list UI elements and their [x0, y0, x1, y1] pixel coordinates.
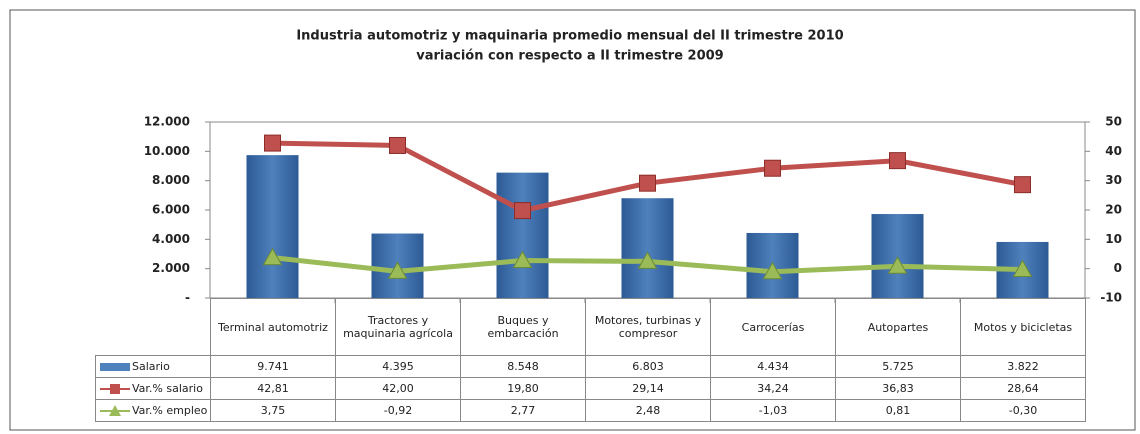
- bar: [496, 172, 549, 298]
- y2-tick-label: 30: [1105, 173, 1122, 187]
- y-tick-label: 2.000: [152, 261, 190, 275]
- swatch: [100, 363, 130, 371]
- data-label: 4.395: [335, 355, 461, 378]
- data-label: 34,24: [710, 377, 836, 400]
- y-tick-label: 6.000: [152, 203, 190, 217]
- chart-subtitle: variación con respecto a II trimestre 20…: [416, 49, 723, 64]
- legend-swatch: [100, 405, 130, 416]
- y2-tick-label: 0: [1114, 261, 1122, 275]
- data-label: 19,80: [460, 377, 586, 400]
- data-label: 6.803: [585, 355, 711, 378]
- bar: [246, 155, 299, 298]
- data-label: -1,03: [710, 399, 836, 422]
- y-tick-label: -: [185, 291, 190, 305]
- data-label: 42,81: [210, 377, 336, 400]
- marker: [512, 250, 533, 269]
- category-label: Motos y bicicletas: [960, 298, 1086, 356]
- data-label: 2,48: [585, 399, 711, 422]
- y-tick-label: 4.000: [152, 232, 190, 246]
- category-label: Motores, turbinas y compresor: [585, 298, 711, 356]
- data-label: 4.434: [710, 355, 836, 378]
- y-tick-label: 10.000: [144, 144, 190, 158]
- y2-tick-label: 50: [1105, 115, 1122, 129]
- marker: [387, 261, 408, 279]
- marker: [1014, 176, 1031, 194]
- data-label: -0,30: [960, 399, 1086, 422]
- data-label: 42,00: [335, 377, 461, 400]
- data-label: 28,64: [960, 377, 1086, 400]
- category-label: Autopartes: [835, 298, 961, 356]
- marker: [764, 159, 781, 177]
- data-label: 29,14: [585, 377, 711, 400]
- marker: [889, 152, 906, 170]
- legend-cell: Var.% salario: [95, 377, 211, 400]
- marker: [1012, 259, 1033, 278]
- bar: [621, 198, 674, 298]
- data-label: 0,81: [835, 399, 961, 422]
- data-label: 2,77: [460, 399, 586, 422]
- category-label: Terminal automotriz: [210, 298, 336, 356]
- marker: [514, 202, 531, 220]
- chart-title: Industria automotriz y maquinaria promed…: [296, 29, 843, 44]
- legend-label: Var.% empleo: [132, 404, 208, 417]
- y2-tick-label: 40: [1105, 144, 1122, 158]
- data-label: 3,75: [210, 399, 336, 422]
- marker: [389, 136, 406, 154]
- marker: [887, 256, 908, 274]
- legend-swatch: [100, 384, 130, 394]
- table-header-row: Terminal automotriz Tractores y maquinari…: [95, 298, 1086, 356]
- y2-tick-label: 20: [1105, 203, 1122, 217]
- bar: [871, 214, 924, 298]
- table-row: Var.% empleo 3,75 -0,92 2,77 2,48 -1,03 0,81 -0…: [95, 399, 1086, 422]
- category-label: Carrocerías: [710, 298, 836, 356]
- legend-label: Var.% salario: [132, 382, 203, 395]
- legend-label: Salario: [132, 360, 170, 373]
- data-label: 36,83: [835, 377, 961, 400]
- legend-cell: Salario: [95, 355, 211, 378]
- data-label: 8.548: [460, 355, 586, 378]
- legend-swatch: [100, 363, 130, 371]
- category-label: Buques y embarcación: [460, 298, 586, 356]
- data-label: 9.741: [210, 355, 336, 378]
- data-label: 5.725: [835, 355, 961, 378]
- data-label: -0,92: [335, 399, 461, 422]
- marker: [637, 251, 658, 269]
- marker: [264, 134, 281, 152]
- data-label: 3.822: [960, 355, 1086, 378]
- y2-tick-label: 10: [1105, 232, 1122, 246]
- y-tick-label: 12.000: [144, 115, 190, 129]
- swatch: [109, 405, 121, 416]
- y2-tick-label: -10: [1100, 291, 1122, 305]
- table-row: Var.% salario 42,81 42,00 19,80 29,14 34,24 36…: [95, 377, 1086, 400]
- category-label: Tractores y maquinaria agrícola: [335, 298, 461, 356]
- legend-cell: Var.% empleo: [95, 399, 211, 422]
- table-row: Salario 9.741 4.395 8.548 6.803 4.434 5.725 3.8…: [95, 355, 1086, 378]
- marker: [762, 261, 783, 280]
- marker: [639, 174, 656, 192]
- marker: [262, 247, 283, 266]
- swatch: [110, 384, 120, 394]
- corner-cell: [95, 298, 211, 356]
- data-table: Terminal automotriz Tractores y maquinari…: [95, 298, 1086, 422]
- y-tick-label: 8.000: [152, 173, 190, 187]
